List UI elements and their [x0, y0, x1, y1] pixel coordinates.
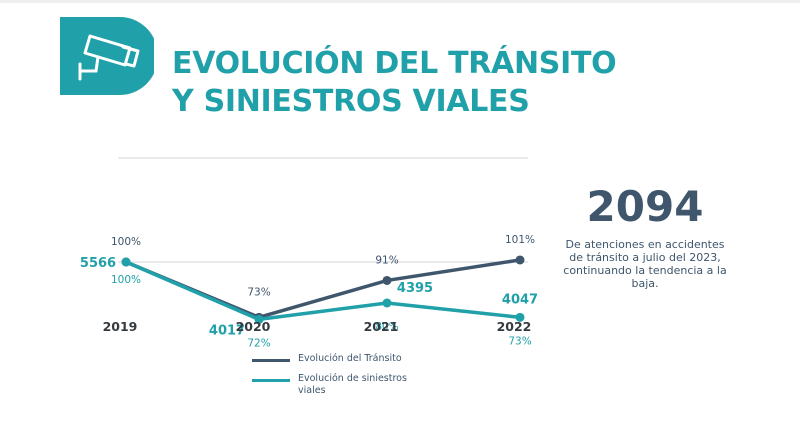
series-line-siniestros [125, 260, 521, 322]
label-transito-2019: 100% [111, 236, 141, 248]
point-siniestros-2019 [121, 257, 131, 267]
x-tick-2019: 2019 [103, 319, 138, 334]
x-tick-2022: 2022 [497, 319, 532, 334]
label-transito-2020: 73% [247, 286, 270, 298]
title-line-2: Y SINIESTROS VIALES [172, 84, 530, 119]
stat-description: De atenciones en accidentes de tránsito … [563, 238, 727, 290]
point-transito-2021 [382, 275, 392, 285]
legend-label-transito: Evolución del Tránsito [298, 353, 402, 364]
legend-swatch-siniestros [252, 379, 290, 382]
x-tick-2020: 2020 [236, 319, 271, 334]
count-siniestros-2022: 4047 [502, 292, 538, 307]
security-camera-icon [60, 17, 154, 95]
x-tick-2021: 2021 [364, 319, 399, 334]
legend-swatch-transito [252, 359, 290, 362]
top-divider [0, 0, 800, 3]
label-transito-2022: 101% [505, 234, 535, 246]
label-transito-2021: 91% [375, 254, 398, 266]
count-siniestros-2021: 4395 [397, 281, 433, 296]
label-siniestros-2020: 72% [247, 337, 270, 349]
stat-value: 2094 [586, 182, 704, 231]
legend-label-siniestros: Evolución de siniestros viales [298, 373, 407, 396]
point-siniestros-2020 [254, 314, 264, 324]
label-siniestros-2022: 73% [508, 335, 531, 347]
count-siniestros-2020: 4017 [209, 323, 245, 338]
count-siniestros-2019: 5566 [80, 256, 116, 271]
point-siniestros-2022 [515, 312, 525, 322]
point-transito-2022 [515, 255, 525, 265]
page-title: EVOLUCIÓN DEL TRÁNSITO Y SINIESTROS VIAL… [172, 45, 617, 121]
point-siniestros-2021 [382, 298, 392, 308]
label-siniestros-2021: 80% [375, 321, 398, 333]
title-line-1: EVOLUCIÓN DEL TRÁNSITO [172, 46, 617, 81]
label-siniestros-2019: 100% [111, 274, 141, 286]
